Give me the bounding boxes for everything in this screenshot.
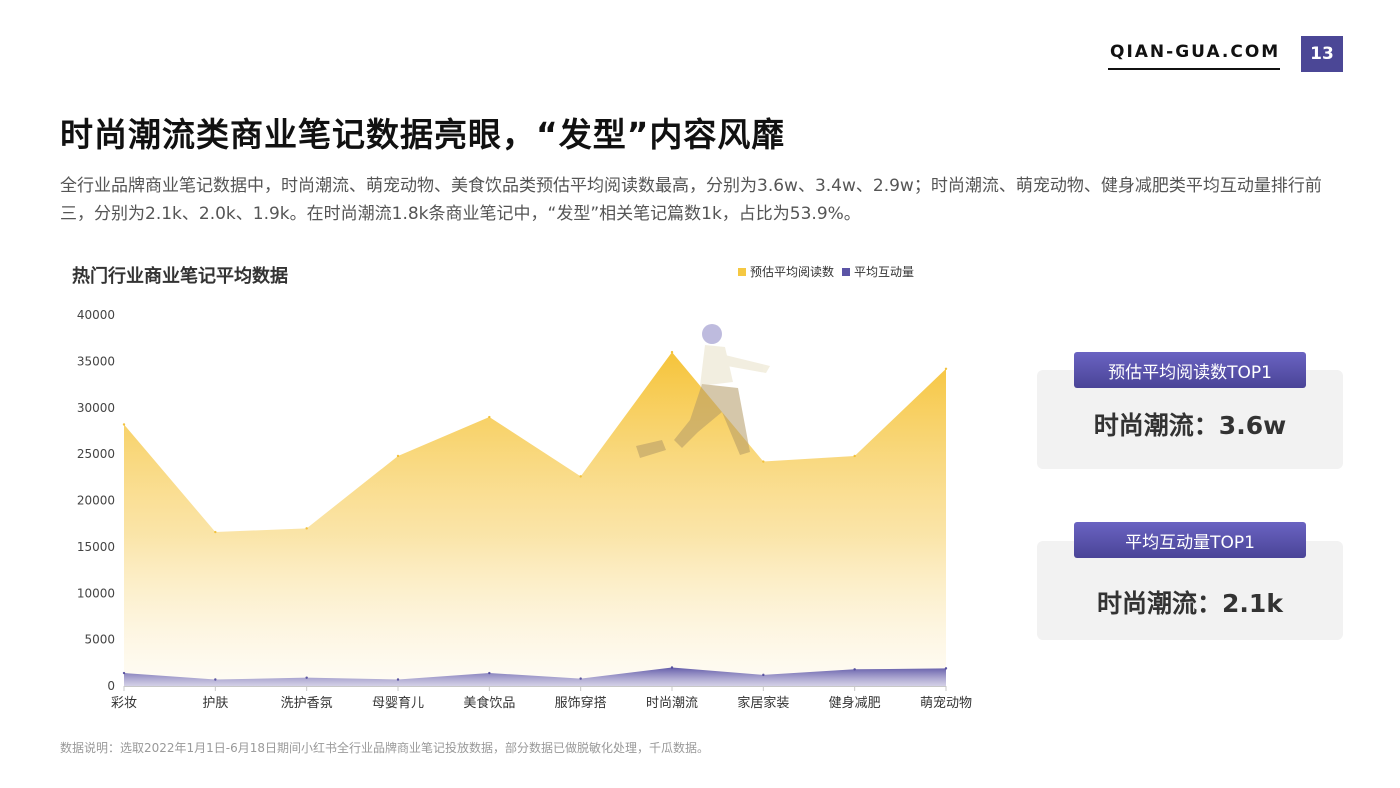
legend-swatch-interact bbox=[842, 267, 851, 276]
area-series-read-point-5 bbox=[579, 475, 582, 478]
summary-text: 全行业品牌商业笔记数据中，时尚潮流、萌宠动物、美食饮品类预估平均阅读数最高，分别… bbox=[60, 176, 1322, 224]
area-series-read-point-1 bbox=[214, 530, 217, 534]
y-tick-label-2: 10000 bbox=[77, 586, 115, 600]
legend-item-read: 预估平均阅读数 bbox=[738, 263, 834, 280]
x-tick-label-2: 洗护香氛 bbox=[281, 696, 333, 711]
x-tick-label-3: 母婴育儿 bbox=[372, 695, 424, 711]
page-number: 13 bbox=[1301, 36, 1343, 72]
y-tick-label-5: 25000 bbox=[77, 447, 115, 461]
legend-label-read: 预估平均阅读数 bbox=[750, 265, 835, 279]
chart-title: 热门行业商业笔记平均数据 bbox=[72, 266, 288, 287]
area-series-read-point-0 bbox=[122, 423, 126, 426]
area-series-read-point-3 bbox=[396, 454, 400, 458]
x-tick-label-0: 彩妆 bbox=[111, 696, 137, 711]
area-series-read bbox=[124, 352, 946, 686]
legend-swatch-read bbox=[738, 267, 746, 276]
area-series-interact-point-6 bbox=[670, 666, 674, 669]
area-series-read-point-6 bbox=[670, 350, 674, 354]
page-title: 时尚潮流类商业笔记数据亮眼，“发型”内容风靡 bbox=[60, 115, 786, 154]
brand-logo: QIAN-GUA.COM bbox=[1110, 42, 1281, 62]
y-tick-label-6: 30000 bbox=[77, 401, 115, 415]
legend-item-interact: 平均互动量 bbox=[842, 263, 914, 280]
y-tick-label-7: 35000 bbox=[77, 354, 115, 368]
area-series-interact bbox=[124, 667, 946, 686]
area-series-read-point-2 bbox=[305, 527, 308, 530]
area-series-interact-point-9 bbox=[944, 667, 948, 670]
y-tick-label-4: 20000 bbox=[77, 494, 115, 508]
area-series-read-point-7 bbox=[762, 460, 765, 463]
area-series-interact-point-5 bbox=[579, 677, 582, 680]
area-series-interact-point-0 bbox=[122, 671, 126, 675]
area-series-interact-point-4 bbox=[488, 671, 491, 675]
interact-top1-label: 平均互动量TOP1 bbox=[1074, 522, 1306, 558]
read-top1-label: 预估平均阅读数TOP1 bbox=[1074, 352, 1306, 388]
x-tick-label-7: 家居家装 bbox=[737, 695, 789, 711]
hiker-figure-decoration bbox=[636, 324, 770, 458]
brand-underline bbox=[1108, 68, 1280, 70]
interact-top1-value: 时尚潮流：2.1k bbox=[1097, 589, 1283, 618]
x-tick-label-1: 护肤 bbox=[202, 696, 228, 711]
area-series-read-point-9 bbox=[944, 367, 948, 370]
data-footnote: 数据说明：选取2022年1月1日-6月18日期间小红书全行业品牌商业笔记投放数据… bbox=[60, 741, 710, 755]
area-series-interact-point-7 bbox=[762, 673, 765, 677]
y-tick-label-3: 15000 bbox=[77, 540, 115, 554]
legend-label-interact: 平均互动量 bbox=[854, 265, 915, 279]
area-series-interact-point-2 bbox=[305, 676, 308, 679]
read-top1-value: 时尚潮流：3.6w bbox=[1093, 411, 1287, 440]
y-tick-label-1: 5000 bbox=[84, 633, 115, 647]
area-series-read-point-8 bbox=[853, 454, 856, 458]
x-tick-label-8: 健身减肥 bbox=[829, 695, 881, 711]
y-tick-label-8: 40000 bbox=[77, 308, 115, 322]
y-tick-label-0: 0 bbox=[107, 679, 115, 693]
chart-legend: 预估平均阅读数 平均互动量 bbox=[738, 263, 922, 280]
x-tick-label-5: 服饰穿搭 bbox=[555, 695, 607, 711]
x-tick-label-4: 美食饮品 bbox=[463, 695, 515, 711]
area-series-interact-point-3 bbox=[396, 678, 400, 681]
area-series-read-point-4 bbox=[488, 415, 491, 419]
x-tick-label-6: 时尚潮流 bbox=[646, 696, 698, 711]
x-tick-label-9: 萌宠动物 bbox=[920, 695, 972, 711]
area-series-interact-point-1 bbox=[214, 678, 217, 681]
area-series-interact-point-8 bbox=[853, 668, 856, 671]
